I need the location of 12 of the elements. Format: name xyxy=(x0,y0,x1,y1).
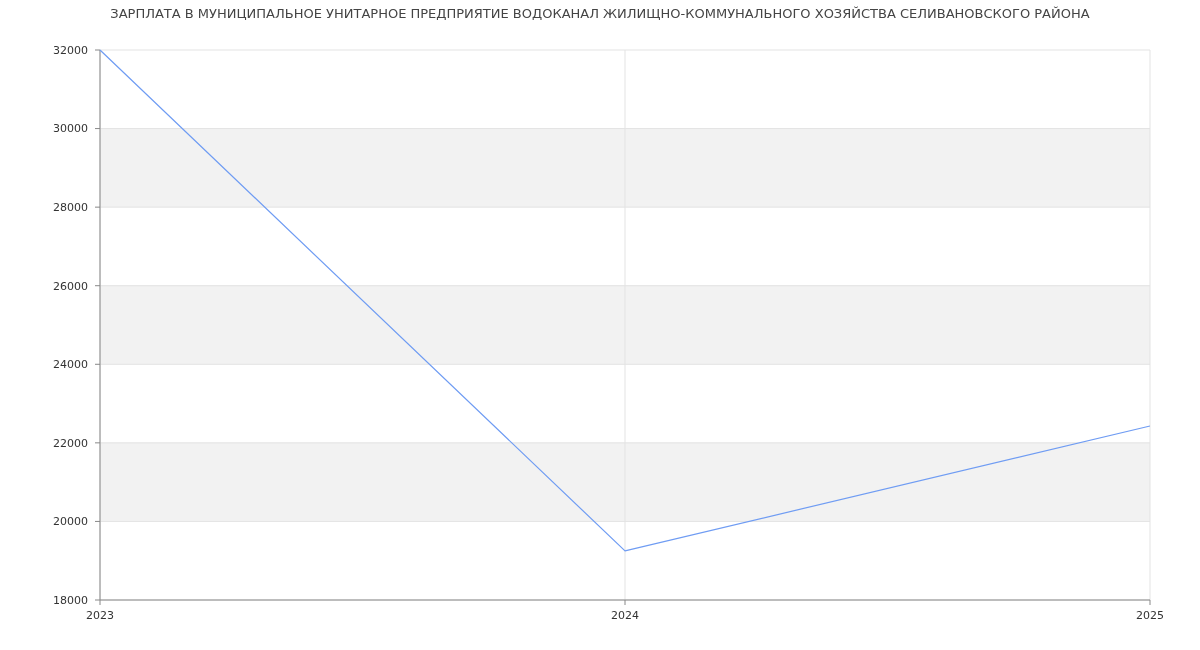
y-tick-label: 30000 xyxy=(53,122,88,136)
y-tick-label: 24000 xyxy=(53,358,88,372)
x-tick-label: 2024 xyxy=(611,609,639,622)
chart-title: ЗАРПЛАТА В МУНИЦИПАЛЬНОЕ УНИТАРНОЕ ПРЕДПРИЯТИЕ ВОДОКАНАЛ ЖИЛИЩНО-КОММУНАЛЬНОГО ХОЗЯЙСТВА СЕЛИВАНОВСКОГО РАЙОНА xyxy=(110,6,1090,21)
y-tick-label: 28000 xyxy=(53,200,88,214)
y-tick-label: 32000 xyxy=(53,43,88,57)
y-tick-label: 18000 xyxy=(53,593,88,607)
y-tick-label: 22000 xyxy=(53,436,88,450)
y-tick-label: 26000 xyxy=(53,279,88,293)
x-tick-label: 2023 xyxy=(86,609,114,622)
y-tick-label: 20000 xyxy=(53,515,88,529)
x-tick-label: 2025 xyxy=(1136,609,1164,622)
